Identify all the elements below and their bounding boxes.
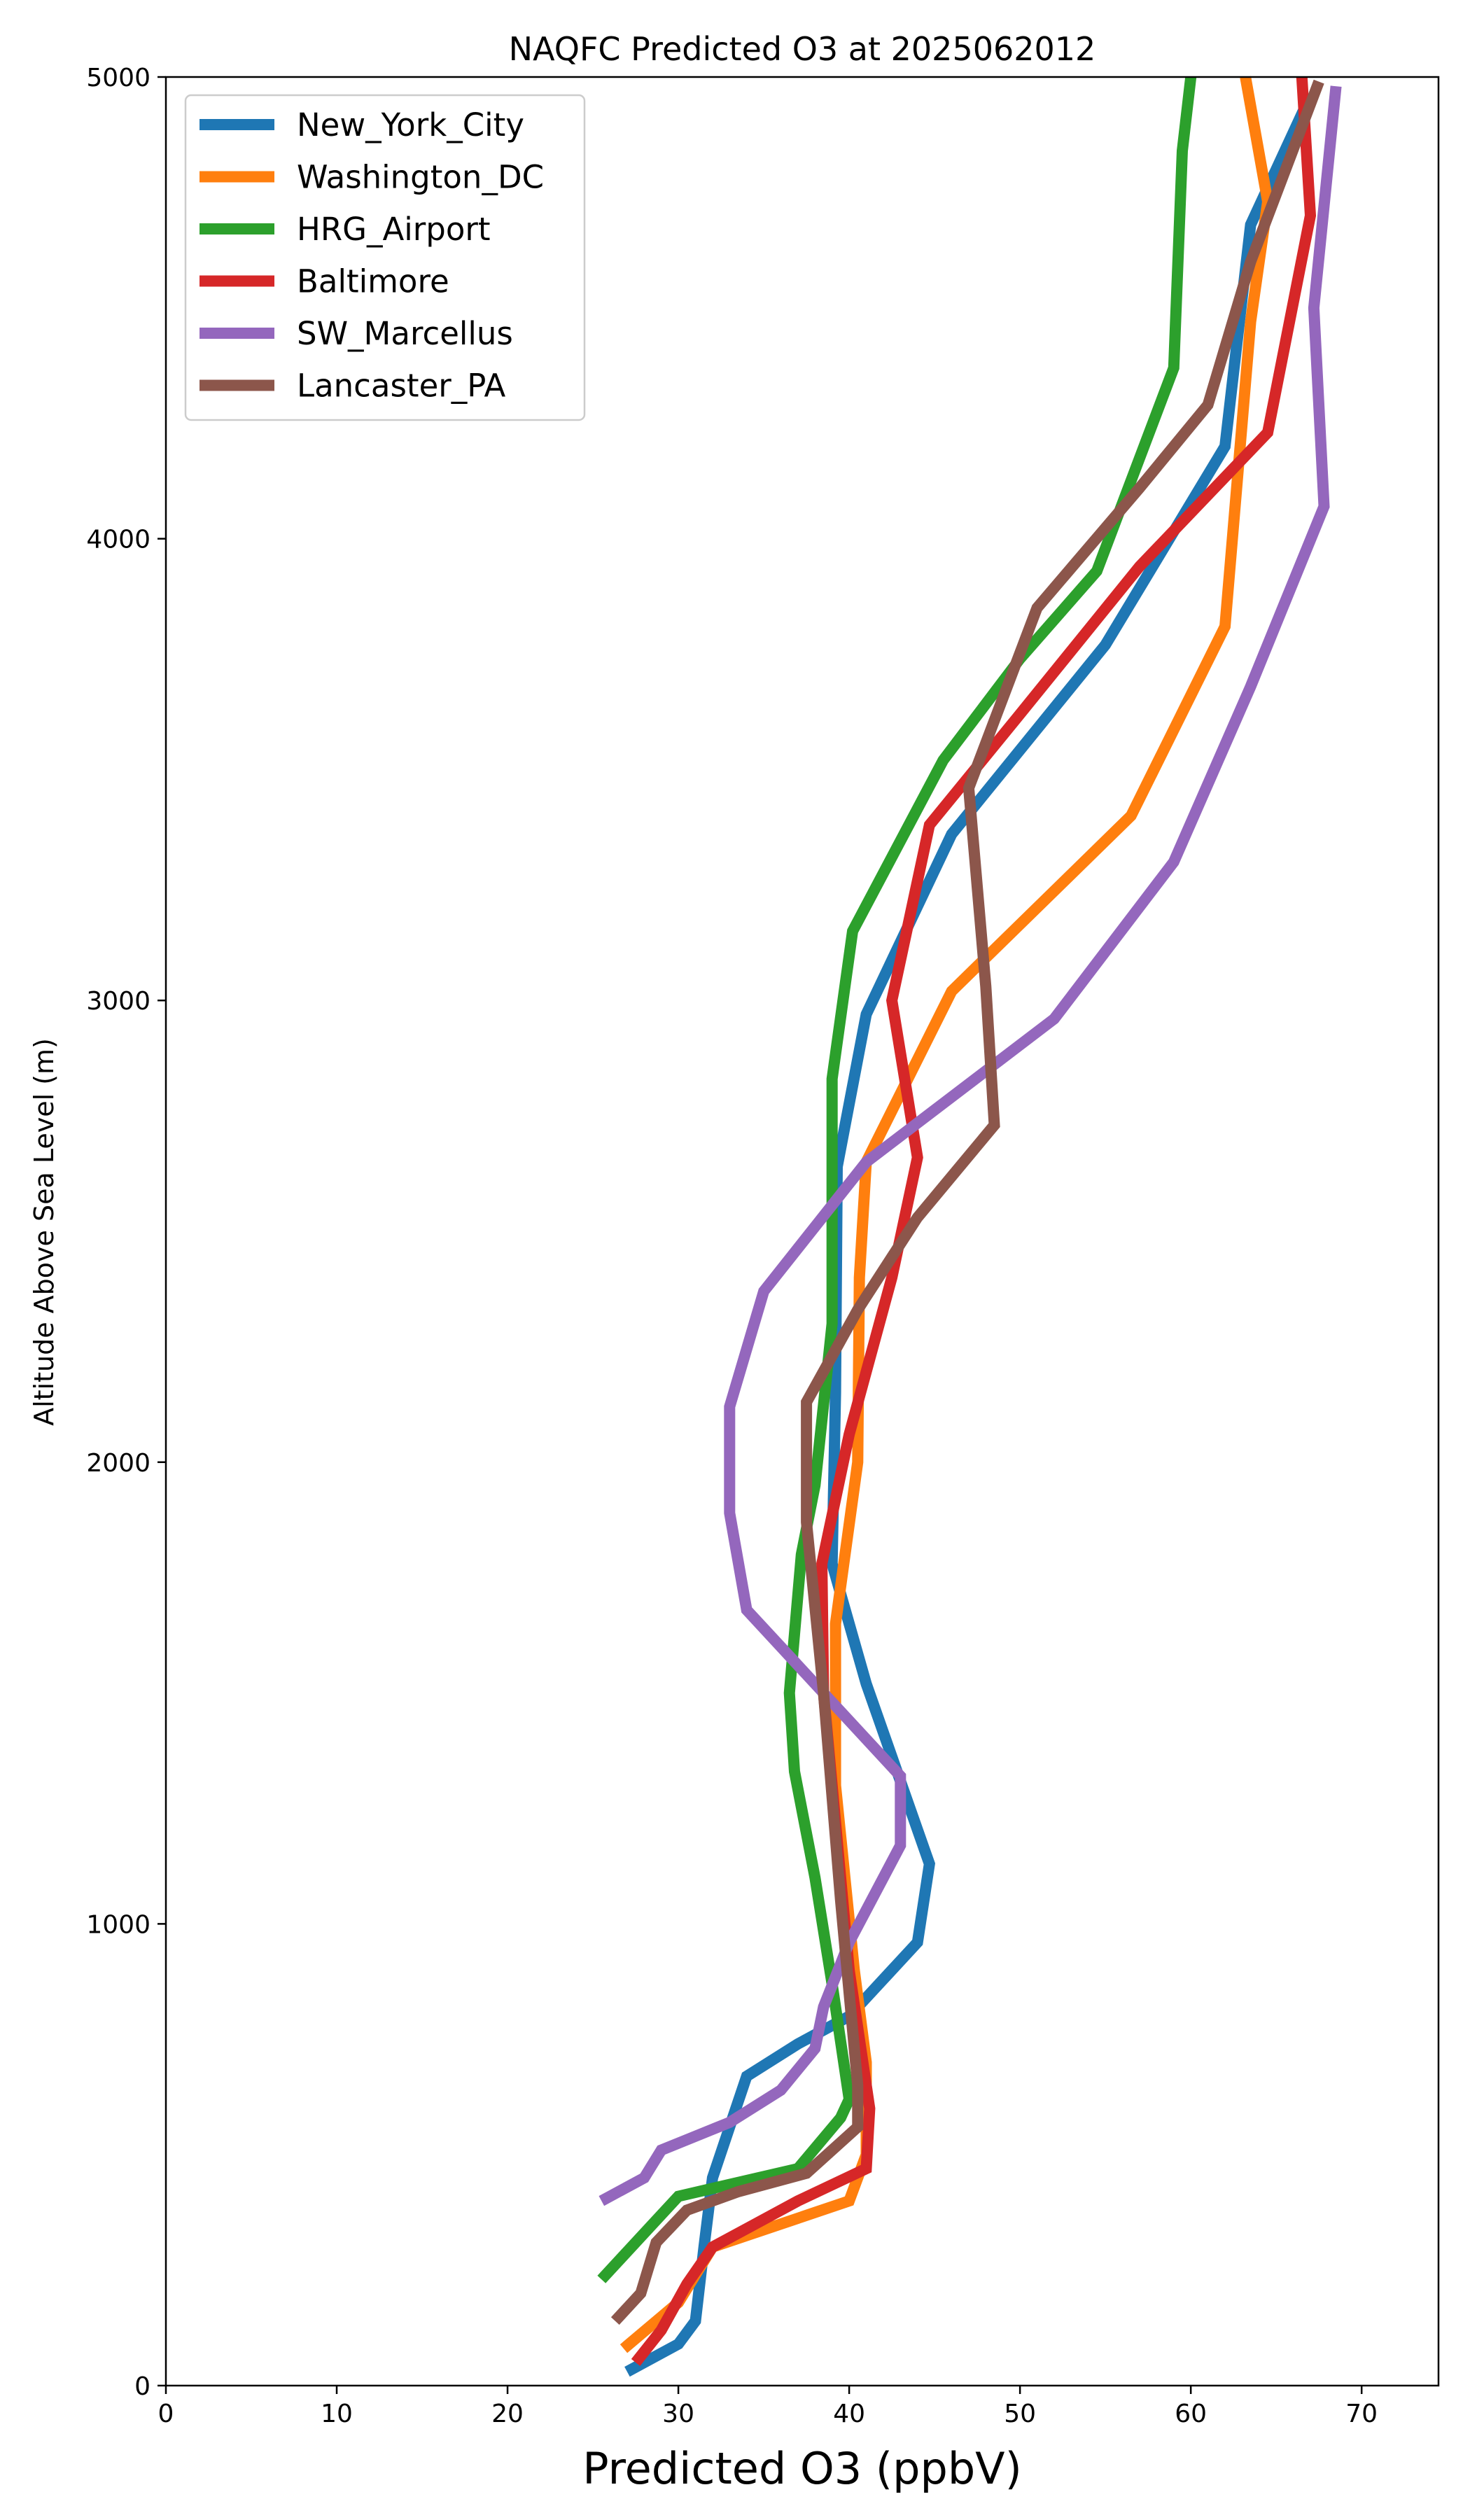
x-tick-label: 50: [1004, 2400, 1036, 2428]
legend: New_York_City Washington_DC HRG_Airport Bal…: [184, 94, 586, 421]
y-tick-label: 4000: [86, 526, 150, 554]
series-line-sw-marcellus: [598, 85, 1342, 2206]
series-layer: [597, 76, 1342, 2377]
legend-box: [184, 94, 586, 421]
series-line-washington-dc: [620, 76, 1274, 2353]
y-tick-label: 5000: [86, 64, 150, 92]
x-tick-label: 10: [321, 2400, 353, 2428]
legend-entries: New_York_City Washington_DC HRG_Airport Bal…: [200, 106, 544, 405]
legend-item-lancaster-pa: Lancaster_PA: [200, 368, 506, 405]
legend-item-sw-marcellus: SW_Marcellus: [200, 315, 513, 352]
x-tick-label: 30: [662, 2400, 694, 2428]
legend-label: HRG_Airport: [297, 211, 491, 248]
legend-item-hrg-airport: HRG_Airport: [200, 211, 491, 248]
axis-layer: 0 10 20 30 40 50 60 70 0 1000 2000 3000 4000 5000: [86, 64, 1378, 2428]
chart-title: NAQFC Predicted O3 at 2025062012: [509, 30, 1096, 68]
legend-label: SW_Marcellus: [297, 315, 513, 352]
legend-item-baltimore: Baltimore: [200, 263, 449, 300]
x-tick-label: 0: [158, 2400, 174, 2428]
legend-label: New_York_City: [297, 106, 524, 144]
series-line-new-york-city: [624, 93, 1316, 2377]
legend-label: Washington_DC: [297, 159, 544, 196]
y-axis-title: Altitude Above Sea Level (m): [29, 1038, 59, 1426]
x-axis-title: Predicted O3 (ppbV): [582, 2443, 1022, 2494]
x-tick-label: 20: [491, 2400, 524, 2428]
x-tick-label: 70: [1345, 2400, 1378, 2428]
legend-label: Baltimore: [297, 263, 449, 300]
y-tick-label: 0: [134, 2372, 150, 2401]
x-tick-label: 60: [1175, 2400, 1207, 2428]
y-tick-label: 2000: [86, 1449, 150, 1478]
x-tick-label: 40: [833, 2400, 865, 2428]
legend-label: Lancaster_PA: [297, 368, 506, 405]
series-line-hrg-airport: [597, 76, 1197, 2283]
y-tick-label: 1000: [86, 1910, 150, 1939]
legend-item-new-york-city: New_York_City: [200, 106, 524, 144]
plot-frame: [164, 76, 1440, 2387]
legend-item-washington-dc: Washington_DC: [200, 159, 544, 196]
series-line-lancaster-pa: [610, 79, 1324, 2325]
y-tick-label: 3000: [86, 987, 150, 1016]
series-line-baltimore: [631, 76, 1317, 2366]
